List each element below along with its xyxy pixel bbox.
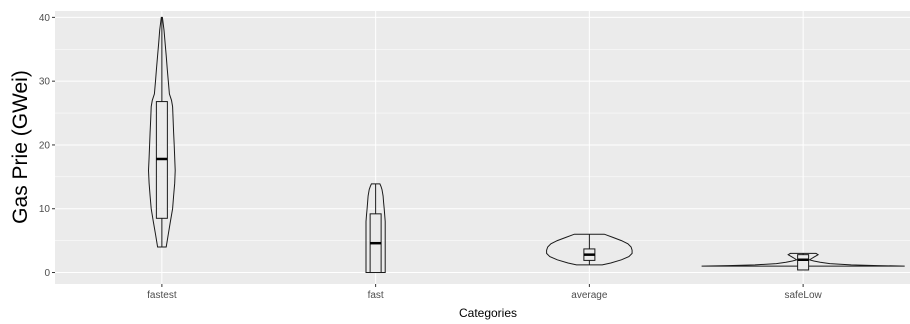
box-layer xyxy=(155,17,810,274)
violin-fast xyxy=(365,183,386,273)
y-tick-label: 0 xyxy=(44,268,50,279)
x-tick-label-fast: fast xyxy=(368,290,384,301)
y-tick-label: 40 xyxy=(39,13,51,24)
violin-layer xyxy=(147,16,905,273)
box-safeLow xyxy=(797,254,810,271)
y-axis: 0 10 20 30 40 xyxy=(39,13,55,279)
y-tick-label: 20 xyxy=(39,140,51,151)
y-tick-label: 30 xyxy=(39,77,51,88)
x-axis-title: Categories xyxy=(459,306,517,320)
y-axis-title: Gas Prie (GWei) xyxy=(9,70,32,224)
x-axis: fastest fast average safeLow xyxy=(147,284,823,301)
y-tick-label: 10 xyxy=(39,204,51,215)
violin-safeLow xyxy=(701,252,905,267)
violin-average xyxy=(546,233,633,266)
violin-fastest xyxy=(147,16,176,248)
plot-panel xyxy=(55,11,910,284)
x-tick-label-average: average xyxy=(571,290,608,301)
x-tick-label-fastest: fastest xyxy=(147,290,177,301)
x-tick-label-safeLow: safeLow xyxy=(785,290,823,301)
minor-gridlines xyxy=(55,49,910,241)
major-gridlines xyxy=(55,11,910,284)
